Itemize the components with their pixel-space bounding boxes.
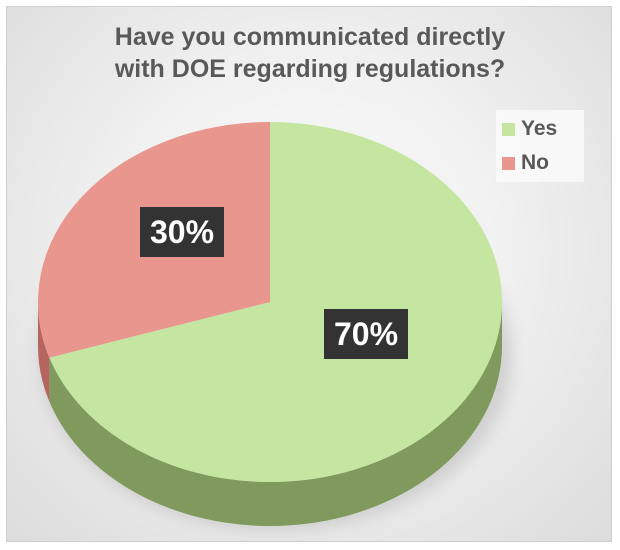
data-label-box — [324, 309, 408, 359]
pie-slice-yes — [49, 122, 502, 482]
data-label-yes: 70% — [324, 309, 408, 359]
legend-swatch-no — [502, 156, 515, 170]
data-label-box — [140, 207, 224, 257]
legend-item-yes: Yes — [496, 114, 557, 144]
legend-label-yes: Yes — [521, 117, 558, 140]
data-label-no: 30% — [140, 207, 224, 257]
legend-item-no: No — [496, 148, 549, 178]
legend-label-no: No — [521, 151, 549, 174]
pie-side-yes — [49, 302, 502, 526]
pie-side-no — [38, 302, 50, 402]
data-label-text: 30% — [150, 214, 214, 250]
chart-legend: Yes No — [496, 110, 584, 182]
chart-title-line-1: Have you communicated directly — [114, 23, 506, 51]
chart-title: Have you communicated directly with DOE … — [7, 21, 613, 85]
data-label-text: 70% — [334, 316, 398, 352]
chart-title-line-2: with DOE regarding regulations? — [114, 55, 506, 83]
legend-swatch-yes — [502, 122, 515, 136]
